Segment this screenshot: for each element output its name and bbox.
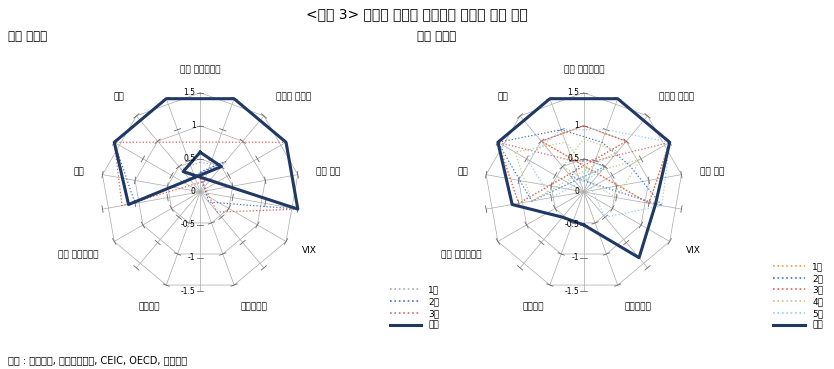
- Text: <그림 3> 시기별 외국인 주식자금 유출입 요소 비교: <그림 3> 시기별 외국인 주식자금 유출입 요소 비교: [306, 7, 528, 21]
- Text: 한국 경제성장률: 한국 경제성장률: [441, 251, 482, 260]
- Text: -1.5: -1.5: [565, 287, 579, 296]
- Text: 세계 경제성장률: 세계 경제성장률: [180, 65, 220, 74]
- Text: 자료 : 블룸버그, 데이터스트림, CEIC, OECD, 한국은행: 자료 : 블룸버그, 데이터스트림, CEIC, OECD, 한국은행: [8, 355, 188, 365]
- Text: 과잉 유출기: 과잉 유출기: [8, 30, 48, 42]
- Text: 글로벌 유동성: 글로벌 유동성: [276, 93, 311, 102]
- Text: -0.5: -0.5: [565, 220, 579, 230]
- Text: VIX: VIX: [686, 246, 701, 255]
- Text: -1: -1: [571, 254, 579, 262]
- Text: -1.5: -1.5: [181, 287, 195, 296]
- Text: 0.5: 0.5: [567, 154, 579, 163]
- Text: 주가: 주가: [73, 167, 84, 176]
- Text: 환율: 환율: [113, 93, 124, 102]
- Text: 0: 0: [191, 187, 195, 196]
- Text: 신용등급: 신용등급: [138, 303, 160, 311]
- Text: 외환보유고: 외환보유고: [240, 303, 267, 311]
- Text: 0.5: 0.5: [183, 154, 195, 163]
- Text: 1.5: 1.5: [183, 88, 195, 97]
- Text: 미국 국채: 미국 국채: [316, 167, 340, 176]
- Text: 과잉 유입기: 과잉 유입기: [417, 30, 456, 42]
- Text: 0: 0: [575, 187, 579, 196]
- Text: 외환보유고: 외환보유고: [624, 303, 651, 311]
- Text: 미국 국채: 미국 국채: [700, 167, 724, 176]
- Text: 글로벌 유동성: 글로벌 유동성: [660, 93, 695, 102]
- Text: 환율: 환율: [497, 93, 508, 102]
- Text: 1.5: 1.5: [567, 88, 579, 97]
- Text: 세계 경제성장률: 세계 경제성장률: [564, 65, 604, 74]
- Text: 주가: 주가: [457, 167, 468, 176]
- Text: 한국 경제성장률: 한국 경제성장률: [58, 251, 98, 260]
- Legend: 1차, 2차, 3차, 4차, 5차, 현재: 1차, 2차, 3차, 4차, 5차, 현재: [770, 259, 826, 333]
- Text: -0.5: -0.5: [181, 220, 195, 230]
- Text: 1: 1: [575, 121, 579, 130]
- Text: 1: 1: [191, 121, 195, 130]
- Text: VIX: VIX: [302, 246, 317, 255]
- Text: -1: -1: [188, 254, 195, 262]
- Text: 신용등급: 신용등급: [522, 303, 544, 311]
- Legend: 1차, 2차, 3차, 현재: 1차, 2차, 3차, 현재: [386, 282, 443, 333]
